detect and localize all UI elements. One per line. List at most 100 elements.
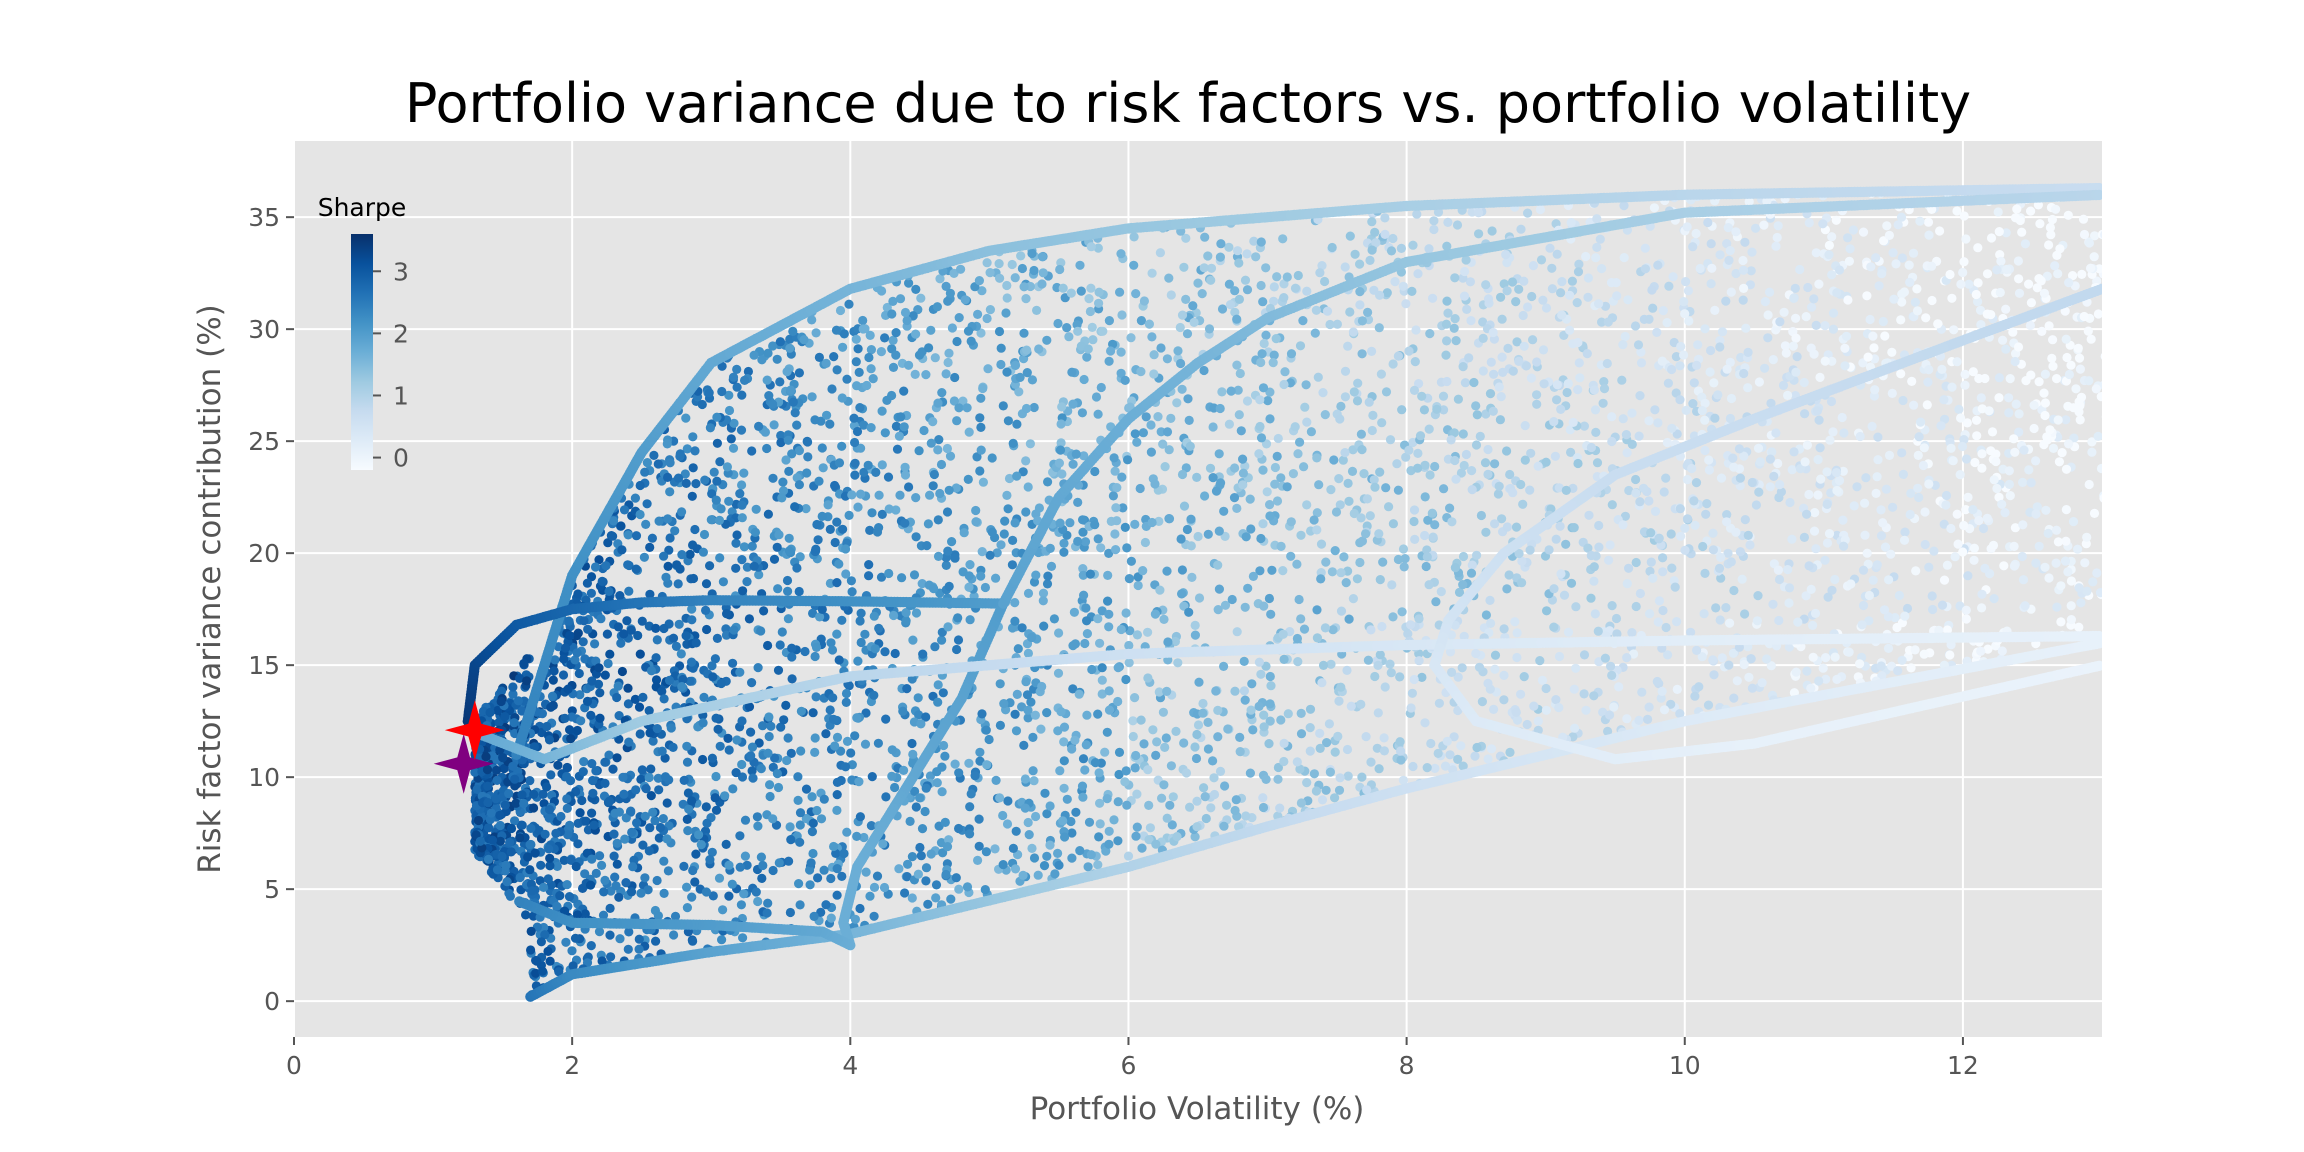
scatter-point xyxy=(1065,518,1075,528)
scatter-point xyxy=(1776,487,1786,497)
scatter-point xyxy=(2073,544,2083,554)
scatter-point xyxy=(1989,594,1999,604)
scatter-point xyxy=(953,635,964,645)
scatter-point xyxy=(981,725,991,735)
scatter-point xyxy=(1787,534,1797,544)
scatter-point xyxy=(546,702,556,712)
scatter-point xyxy=(1567,276,1577,286)
scatter-point xyxy=(864,571,874,581)
scatter-point xyxy=(2052,602,2062,612)
scatter-point xyxy=(1055,264,1065,275)
scatter-point xyxy=(867,772,877,782)
scatter-point xyxy=(1840,343,1850,353)
scatter-point xyxy=(1939,395,1949,405)
scatter-point xyxy=(1537,675,1548,686)
scatter-point xyxy=(594,663,604,673)
scatter-point xyxy=(1375,650,1385,660)
scatter-point xyxy=(737,390,747,400)
scatter-point xyxy=(1687,463,1697,474)
scatter-point xyxy=(1031,811,1041,822)
scatter-point xyxy=(958,567,968,577)
scatter-point xyxy=(1081,740,1091,750)
scatter-point xyxy=(787,674,797,684)
scatter-point xyxy=(859,420,869,430)
scatter-point xyxy=(1955,470,1965,480)
scatter-point xyxy=(1286,551,1296,561)
scatter-point xyxy=(2008,327,2018,337)
scatter-point xyxy=(736,425,747,435)
scatter-point xyxy=(519,658,529,669)
scatter-point xyxy=(1229,493,1240,503)
scatter-point xyxy=(1160,742,1170,753)
scatter-point xyxy=(877,406,887,416)
scatter-point xyxy=(1914,432,1924,442)
scatter-point xyxy=(587,676,597,686)
scatter-point xyxy=(2017,551,2027,562)
scatter-point xyxy=(666,723,676,733)
scatter-point xyxy=(1693,340,1703,350)
scatter-point xyxy=(1261,330,1271,340)
scatter-point xyxy=(1305,746,1315,756)
scatter-point xyxy=(1958,547,1968,557)
scatter-point xyxy=(1760,297,1770,307)
scatter-point xyxy=(765,791,775,802)
scatter-point xyxy=(1162,427,1173,437)
scatter-point xyxy=(2103,593,2112,602)
scatter-point xyxy=(2004,479,2014,489)
scatter-point xyxy=(1090,758,1101,768)
scatter-point xyxy=(1438,391,1449,401)
scatter-point xyxy=(1732,676,1742,686)
scatter-point xyxy=(635,649,645,659)
scatter-point xyxy=(1193,720,1204,730)
scatter-point xyxy=(1181,768,1192,778)
scatter-point xyxy=(1261,774,1271,785)
scatter-point xyxy=(2002,264,2012,275)
scatter-point xyxy=(1338,455,1348,465)
scatter-point xyxy=(1430,461,1440,472)
scatter-point xyxy=(600,778,610,789)
scatter-point xyxy=(1203,251,1213,261)
scatter-point xyxy=(2048,443,2059,453)
scatter-point xyxy=(1279,654,1289,665)
scatter-point xyxy=(737,513,747,523)
scatter-point xyxy=(1927,591,1937,601)
scatter-point xyxy=(1744,672,1754,682)
scatter-point xyxy=(558,670,569,680)
scatter-point xyxy=(1283,709,1293,719)
scatter-point xyxy=(1884,575,1894,585)
scatter-point xyxy=(1108,491,1118,501)
scatter-point xyxy=(1188,301,1198,311)
scatter-point xyxy=(1223,724,1233,734)
scatter-point xyxy=(1986,233,1997,243)
scatter-point xyxy=(627,827,637,838)
scatter-point xyxy=(604,796,615,806)
scatter-point xyxy=(1131,831,1141,841)
scatter-point xyxy=(2100,230,2102,239)
scatter-point xyxy=(1117,310,1127,320)
scatter-point xyxy=(604,586,614,597)
scatter-point xyxy=(723,733,733,744)
scatter-point xyxy=(1529,701,1539,711)
scatter-point xyxy=(871,467,881,477)
scatter-point xyxy=(1203,529,1213,539)
scatter-point xyxy=(786,835,796,845)
scatter-point xyxy=(757,355,767,365)
scatter-point xyxy=(721,839,731,850)
scatter-point xyxy=(1462,304,1472,314)
scatter-point xyxy=(1840,361,1850,371)
scatter-point xyxy=(940,817,950,828)
scatter-point xyxy=(1818,663,1828,673)
scatter-point xyxy=(1539,379,1549,389)
scatter-point xyxy=(1299,624,1310,634)
scatter-point xyxy=(975,747,985,757)
scatter-point xyxy=(634,702,645,712)
scatter-point xyxy=(1227,594,1237,605)
scatter-point xyxy=(1579,421,1589,431)
scatter-point xyxy=(1019,740,1029,751)
scatter-point xyxy=(784,533,794,543)
scatter-point xyxy=(1095,819,1105,829)
scatter-point xyxy=(1395,672,1405,682)
scatter-point xyxy=(772,769,783,779)
scatter-point xyxy=(1129,260,1139,270)
scatter-point xyxy=(687,892,697,902)
